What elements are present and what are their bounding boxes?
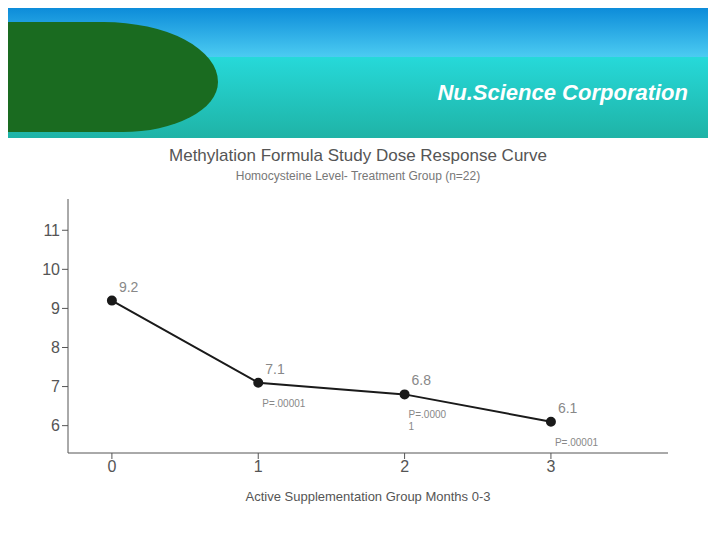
html-text:Homocysteine Level- Treatment: Homocysteine Level- Treatment Group (n=2… [235,169,481,183]
svg-text:P=.00001: P=.00001 [555,437,599,448]
svg-text:6: 6 [51,417,60,434]
svg-text:P=.0000: P=.0000 [409,409,447,420]
html-text:Nu.Science Corporation: Nu.Science Corporation [437,80,688,105]
svg-text:6.1: 6.1 [558,400,578,416]
svg-text:7: 7 [51,378,60,395]
svg-text:P=.00001: P=.00001 [262,398,306,409]
svg-text:9: 9 [51,300,60,317]
svg-text:3: 3 [546,458,555,475]
html-text:Methylation Formula Study Dose: Methylation Formula Study Dose Response … [169,146,547,165]
svg-text:2: 2 [400,458,409,475]
svg-text:0: 0 [107,458,116,475]
svg-text:11: 11 [43,222,60,239]
svg-text:1: 1 [254,458,263,475]
svg-text:Active Supplementation Group M: Active Supplementation Group Months 0-3 [246,489,491,504]
svg-text:8: 8 [51,339,60,356]
svg-text:1: 1 [409,421,415,432]
svg-text:6.8: 6.8 [412,372,432,388]
svg-text:7.1: 7.1 [265,361,285,377]
svg-text:9.2: 9.2 [119,279,139,295]
svg-text:10: 10 [42,261,60,278]
